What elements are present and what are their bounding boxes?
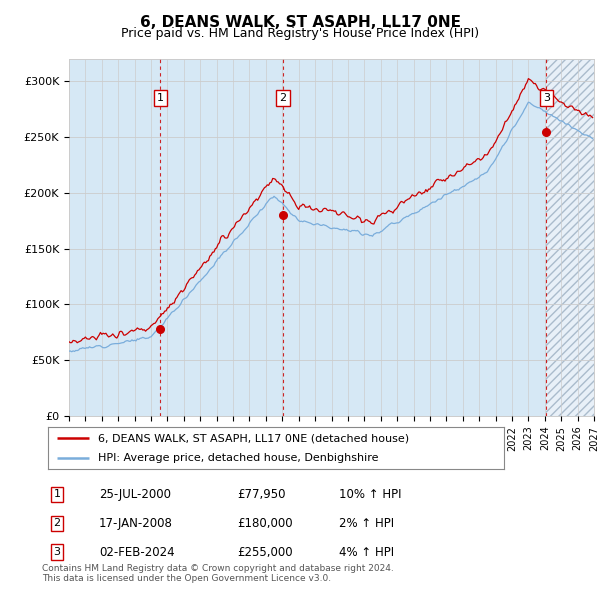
Text: Price paid vs. HM Land Registry's House Price Index (HPI): Price paid vs. HM Land Registry's House … (121, 27, 479, 40)
Text: 2: 2 (280, 93, 287, 103)
Text: £255,000: £255,000 (237, 546, 293, 559)
Text: 17-JAN-2008: 17-JAN-2008 (99, 517, 173, 530)
Text: 2: 2 (53, 519, 61, 528)
Text: 3: 3 (543, 93, 550, 103)
Text: 02-FEB-2024: 02-FEB-2024 (99, 546, 175, 559)
Text: £77,950: £77,950 (237, 488, 286, 501)
Bar (160, 59, 283, 416)
Text: 4% ↑ HPI: 4% ↑ HPI (339, 546, 394, 559)
Bar (69, 59, 160, 416)
Text: 6, DEANS WALK, ST ASAPH, LL17 0NE (detached house): 6, DEANS WALK, ST ASAPH, LL17 0NE (detac… (98, 433, 409, 443)
Text: 2% ↑ HPI: 2% ↑ HPI (339, 517, 394, 530)
Text: 10% ↑ HPI: 10% ↑ HPI (339, 488, 401, 501)
Text: 3: 3 (53, 548, 61, 557)
Text: £180,000: £180,000 (237, 517, 293, 530)
Bar (283, 59, 546, 416)
Text: 25-JUL-2000: 25-JUL-2000 (99, 488, 171, 501)
Bar (546, 59, 594, 416)
Text: Contains HM Land Registry data © Crown copyright and database right 2024.
This d: Contains HM Land Registry data © Crown c… (42, 563, 394, 583)
Text: 1: 1 (157, 93, 164, 103)
Text: 1: 1 (53, 490, 61, 499)
Text: HPI: Average price, detached house, Denbighshire: HPI: Average price, detached house, Denb… (98, 453, 379, 463)
Text: 6, DEANS WALK, ST ASAPH, LL17 0NE: 6, DEANS WALK, ST ASAPH, LL17 0NE (139, 15, 461, 30)
